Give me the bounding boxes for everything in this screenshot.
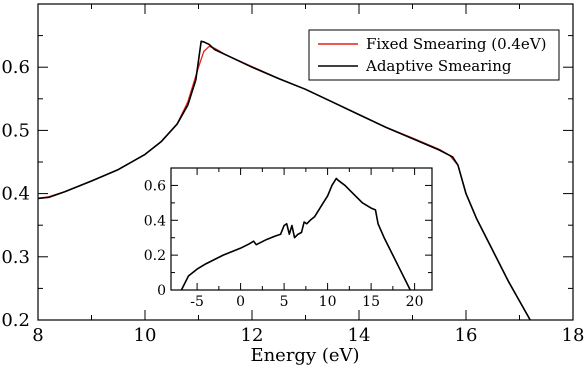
- inset-y-tick-label: 0.4: [144, 213, 166, 229]
- inset-x-tick-label: 10: [319, 294, 337, 310]
- inset-y-tick-label: 0.6: [144, 178, 166, 194]
- inset-x-tick-label: 15: [362, 294, 380, 310]
- main-x-tick-label: 12: [241, 325, 264, 346]
- main-x-tick-label: 10: [134, 325, 157, 346]
- main-y-tick-label: 0.2: [1, 310, 30, 331]
- main-series-line-1: [38, 40, 531, 320]
- inset-series: [180, 177, 411, 290]
- legend-label-fixed-smearing: Fixed Smearing (0.4eV): [366, 35, 547, 53]
- inset-x-tick-label: 20: [406, 294, 424, 310]
- inset-ticks: -5 0 5 10 15 20 0 0.2 0.4 0.6: [144, 168, 432, 310]
- inset-x-tick-label: 0: [236, 294, 245, 310]
- legend-label-adaptive-smearing: Adaptive Smearing: [365, 57, 512, 75]
- inset-y-tick-label: 0.2: [144, 248, 166, 264]
- main-ticks: 8 10 12 14 16 18 0.2 0.3 0.4 0.5 0.6: [1, 4, 584, 346]
- main-series: [38, 40, 531, 320]
- main-x-tick-label: 8: [32, 325, 43, 346]
- main-y-tick-label: 0.3: [1, 247, 30, 268]
- main-y-tick-label: 0.4: [1, 184, 30, 205]
- main-x-tick-label: 14: [348, 325, 371, 346]
- inset-x-tick-label: -5: [190, 294, 204, 310]
- inset-plot-frame: [170, 167, 433, 291]
- legend-box: [308, 29, 560, 81]
- main-y-tick-label: 0.5: [1, 120, 30, 141]
- inset-y-tick-label: 0: [157, 283, 166, 299]
- x-axis-label: Energy (eV): [250, 345, 359, 366]
- inset-series-line-0: [180, 177, 411, 290]
- main-y-tick-label: 0.6: [1, 57, 30, 78]
- inset-x-tick-label: 5: [280, 294, 289, 310]
- main-x-tick-label: 16: [455, 325, 478, 346]
- legend: Fixed Smearing (0.4eV) Adaptive Smearing: [308, 29, 560, 81]
- main-x-tick-label: 18: [562, 325, 584, 346]
